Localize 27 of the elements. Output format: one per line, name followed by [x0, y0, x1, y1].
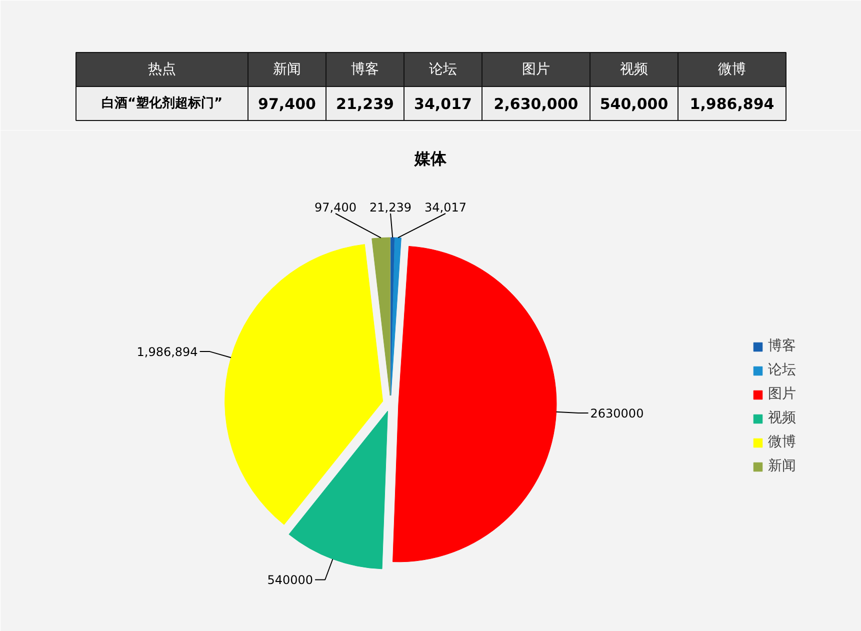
legend-label: 视频 — [768, 409, 796, 427]
data-label: 97,400 — [314, 200, 357, 214]
legend-label: 图片 — [768, 385, 796, 403]
legend-label: 论坛 — [768, 361, 796, 379]
data-label: 540000 — [267, 573, 314, 588]
data-label: 34,017 — [414, 95, 472, 113]
legend-label: 微博 — [768, 433, 796, 451]
data-label: 34,017 — [424, 200, 467, 214]
data-label: 1,986,894 — [690, 95, 774, 113]
data-label: 540,000 — [600, 95, 668, 113]
category-label: 新闻 — [273, 62, 301, 78]
category-label: 博客 — [351, 62, 379, 78]
chart-title: 媒体 — [414, 149, 448, 168]
data-label: 21,239 — [370, 200, 412, 214]
data-label: 21,239 — [336, 95, 394, 113]
category-label: 视频 — [620, 62, 648, 78]
data-label: 2,630,000 — [494, 95, 578, 113]
text: 白酒“塑化剂超标门” — [101, 95, 223, 111]
text: 热点 — [148, 62, 176, 78]
category-label: 图片 — [522, 62, 550, 78]
data-label: 2630000 — [590, 406, 644, 421]
legend-label: 新闻 — [768, 457, 796, 475]
data-label: 1,986,894 — [136, 345, 198, 360]
category-label: 微博 — [718, 62, 746, 78]
category-label: 论坛 — [429, 62, 457, 78]
data-label: 97,400 — [258, 95, 316, 113]
legend-label: 博客 — [768, 337, 796, 355]
